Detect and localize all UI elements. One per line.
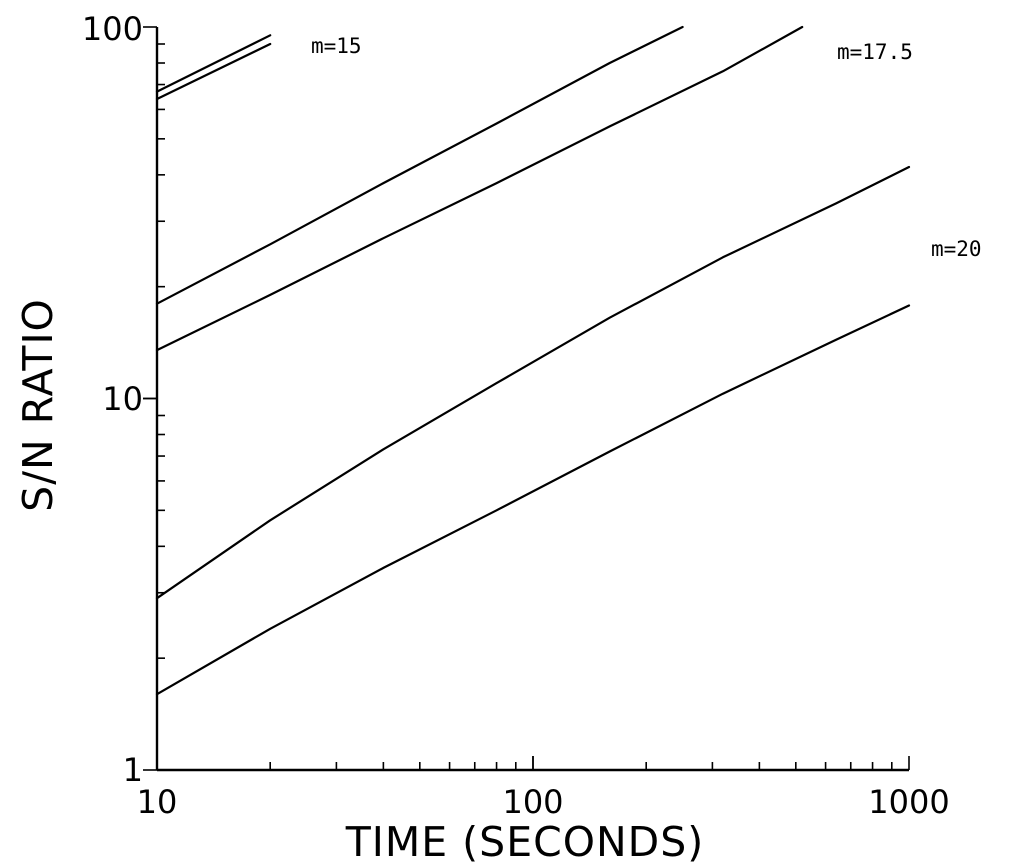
y-tick-label-1: 1	[123, 751, 143, 789]
y-tick-label-10: 10	[102, 380, 143, 418]
y-axis-label: S/N RATIO	[14, 298, 62, 512]
series-line-2	[155, 42, 272, 101]
series-line-6	[155, 304, 911, 696]
plot-area	[143, 25, 911, 772]
series-line-5	[155, 165, 911, 600]
series-layer	[155, 25, 911, 696]
tick-labels: 10 100 1000 1 10 100	[82, 10, 950, 821]
annotation-m-20: m=20	[931, 237, 982, 261]
x-axis-label: TIME (SECONDS)	[345, 818, 705, 865]
annotation-m-15: m=15	[311, 34, 362, 58]
x-tick-label-1000: 1000	[868, 783, 949, 821]
y-axis-ticks	[143, 26, 165, 771]
x-tick-label-100: 100	[502, 783, 563, 821]
x-tick-label-10: 10	[137, 783, 178, 821]
series-line-1	[155, 34, 272, 93]
y-tick-label-100: 100	[82, 10, 143, 48]
series-line-4	[155, 25, 804, 352]
annotation-m-17-5: m=17.5	[837, 40, 913, 64]
x-axis-ticks	[156, 756, 910, 770]
annotations: m=15 m=17.5 m=20	[311, 34, 982, 261]
series-line-3	[155, 25, 684, 305]
